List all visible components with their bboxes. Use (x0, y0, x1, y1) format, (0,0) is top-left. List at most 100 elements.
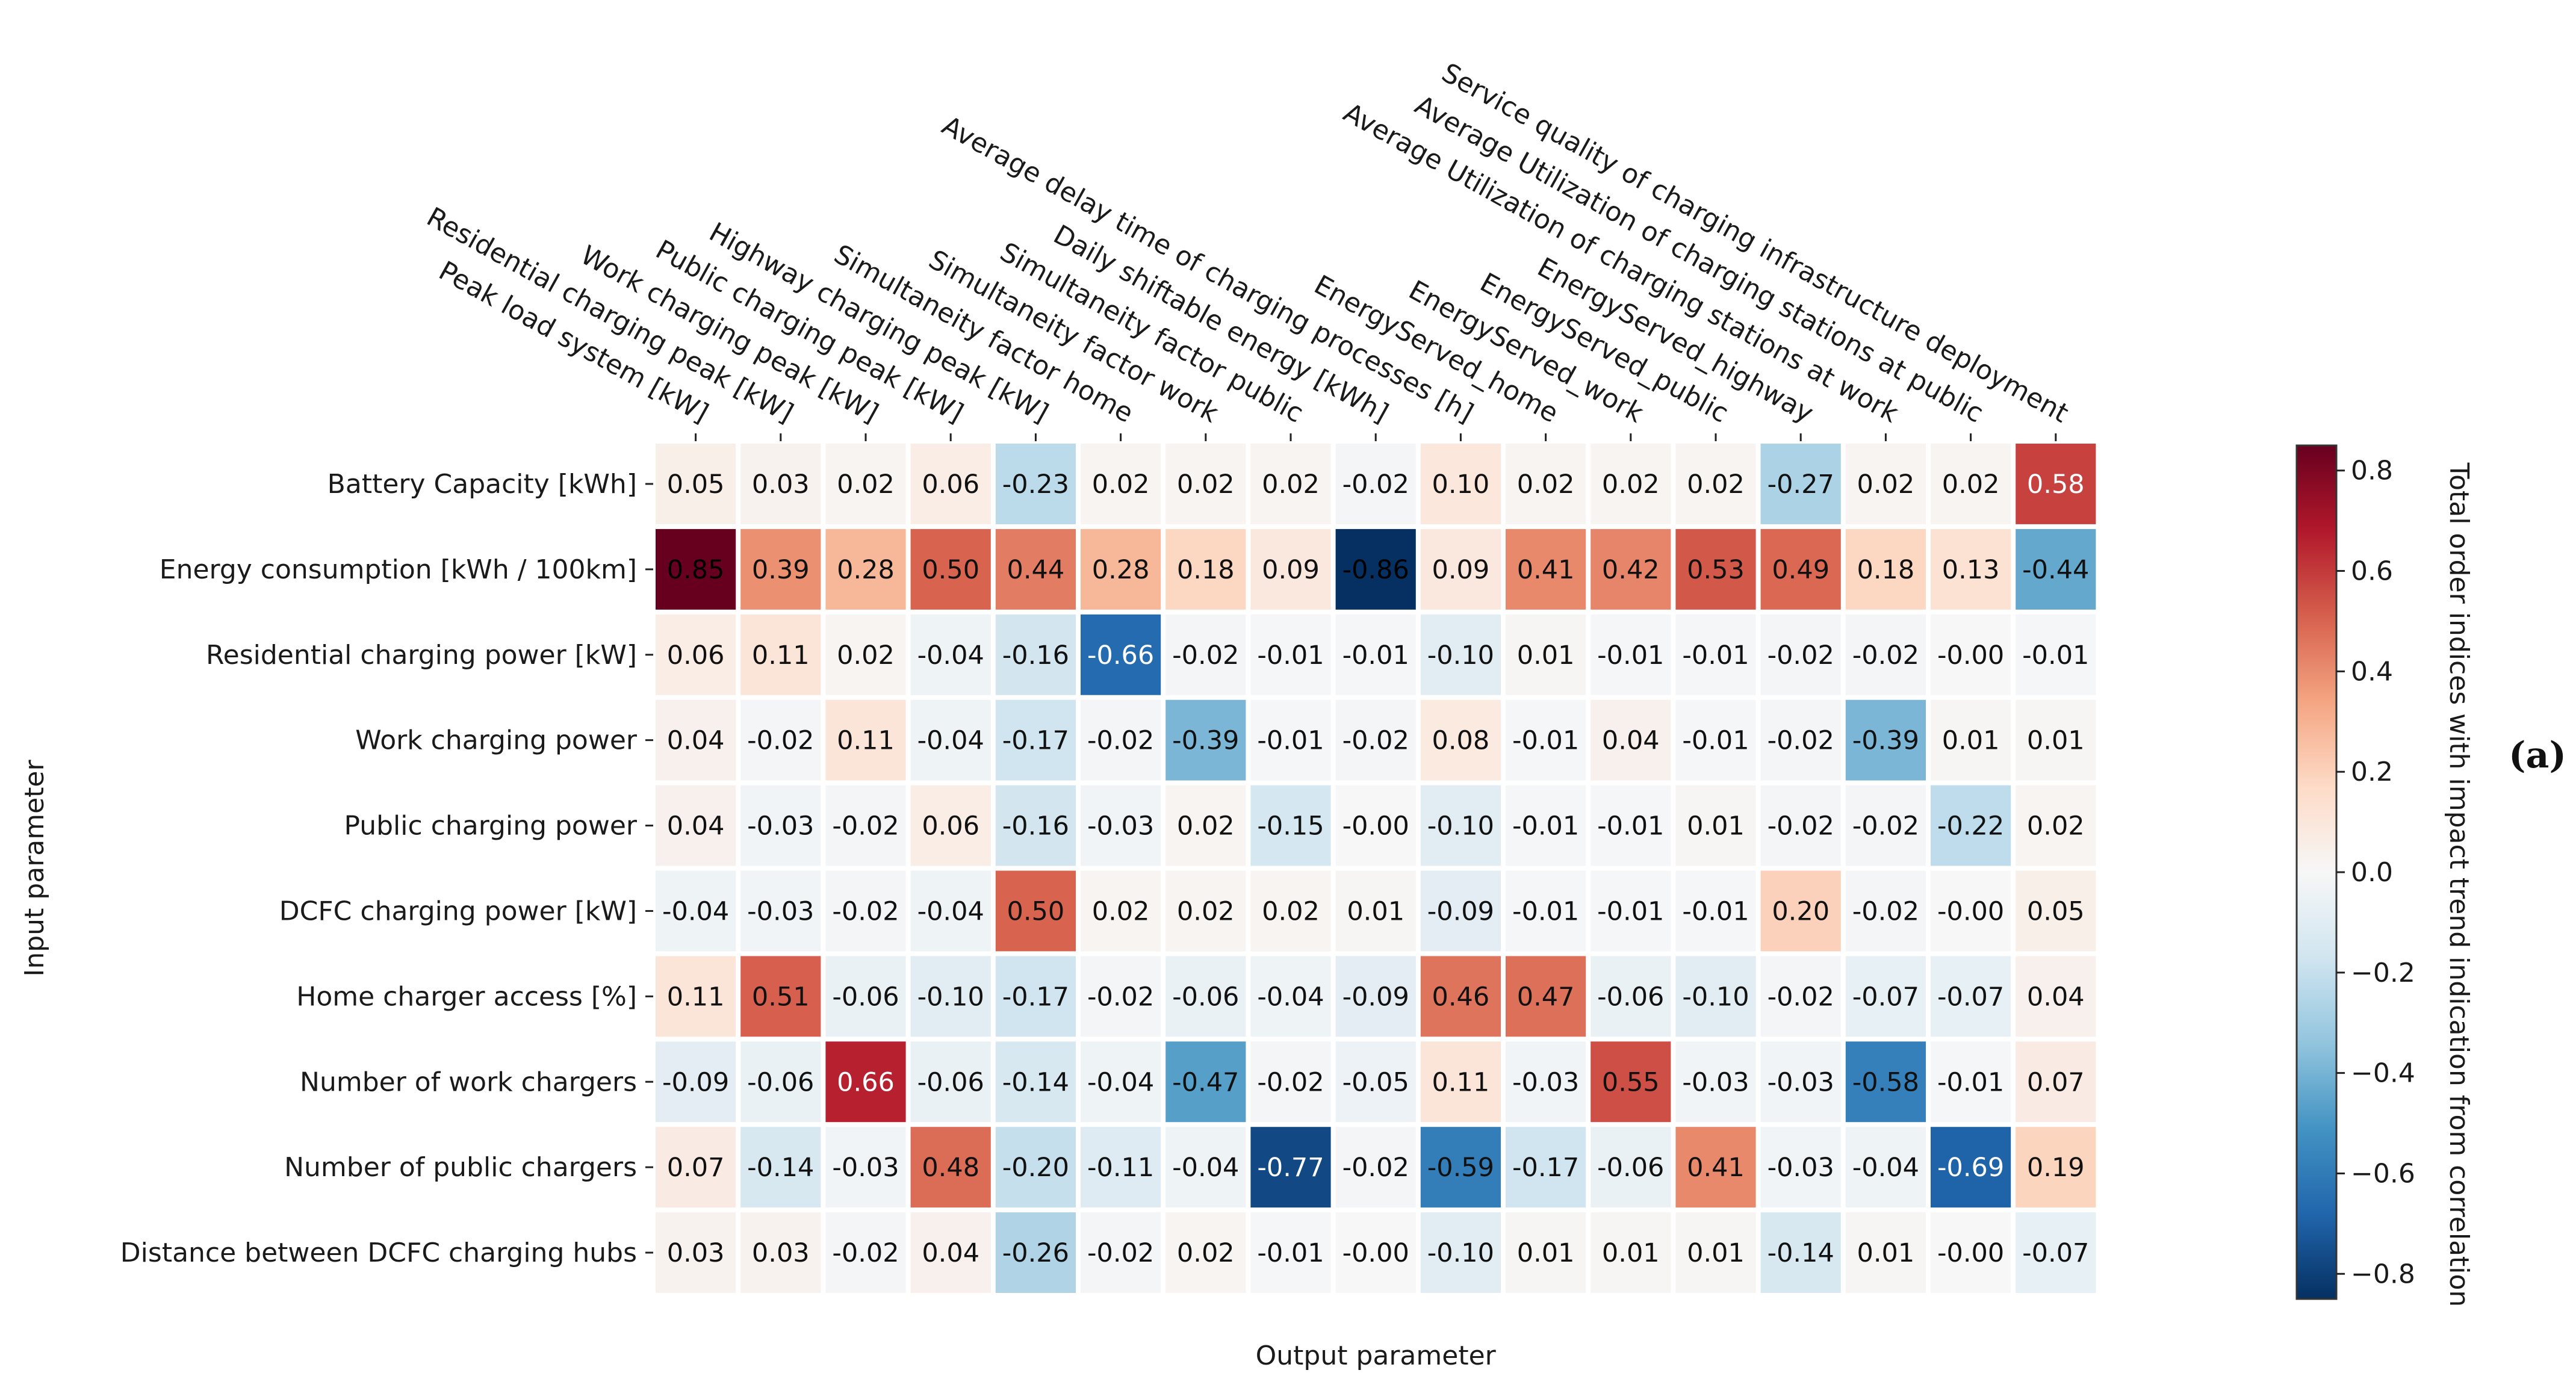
heatmap-cell (995, 444, 1076, 524)
colorbar-tick-label: 0.6 (2351, 556, 2393, 587)
cell-value-label: -0.16 (1002, 811, 1069, 841)
heatmap-cell (1845, 528, 1926, 610)
heatmap-cell (1931, 614, 2011, 695)
cell-value-label: -0.04 (1257, 982, 1324, 1012)
cell-value-label: -0.01 (1682, 726, 1749, 756)
cell-value-label: 0.01 (2027, 726, 2085, 756)
column-labels: Peak load system [kW]Residential chargin… (421, 57, 2073, 441)
cell-value-label: -0.03 (1512, 1067, 1579, 1097)
heatmap-cell (1165, 1212, 1246, 1293)
colorbar (2295, 444, 2338, 1300)
heatmap-cell (825, 785, 906, 866)
cell-value-label: 0.03 (667, 1238, 725, 1268)
cell-value-label: -0.14 (1768, 1238, 1834, 1268)
heatmap-cell (1591, 1212, 1671, 1293)
heatmap-cell (656, 870, 736, 952)
heatmap-cell (1675, 528, 1756, 610)
heatmap-cell (740, 699, 821, 781)
heatmap-cell (1081, 785, 1161, 866)
cell-value-label: -0.04 (1172, 1153, 1239, 1183)
heatmap-cell (1165, 1127, 1246, 1208)
heatmap-cell (740, 870, 821, 952)
heatmap-cell (1675, 870, 1756, 952)
heatmap-cell (656, 444, 736, 524)
heatmap-cell (995, 614, 1076, 695)
cell-value-label: 0.02 (1177, 469, 1235, 500)
cell-value-label: -0.66 (1087, 640, 1154, 671)
heatmap-cell (1506, 528, 1586, 610)
cell-value-label: 0.02 (837, 469, 895, 500)
heatmap-cell (995, 785, 1076, 866)
heatmap-cell (1845, 699, 1926, 781)
cell-value-label: -0.03 (1087, 811, 1154, 841)
cell-value-label: -0.06 (1597, 1153, 1664, 1183)
cell-value-label: -0.01 (1597, 640, 1664, 671)
cell-value-label: 0.11 (837, 726, 895, 756)
heatmap-cell (740, 444, 821, 524)
cell-value-label: -0.02 (832, 811, 899, 841)
heatmap-cell (995, 870, 1076, 952)
heatmap-cell (1420, 1041, 1501, 1123)
cell-value-label: -0.06 (1597, 982, 1664, 1012)
cell-value-label: 0.01 (1347, 897, 1404, 927)
cell-value-label: -0.02 (1342, 726, 1409, 756)
heatmap-cell (1250, 1127, 1331, 1208)
cell-value-label: 0.41 (1517, 555, 1575, 585)
heatmap-cell (1081, 870, 1161, 952)
heatmap-cell (656, 699, 736, 781)
cell-value-label: 0.07 (2027, 1067, 2085, 1097)
cell-value-label: 0.02 (1177, 1238, 1235, 1268)
cell-value-label: -0.23 (1002, 469, 1069, 500)
cell-value-label: 0.04 (1602, 726, 1660, 756)
heatmap-cell (1335, 1127, 1416, 1208)
heatmap-cell (1931, 1041, 2011, 1123)
heatmap-cell (1845, 785, 1926, 866)
heatmap-cell (1760, 444, 1841, 524)
row-label: DCFC charging power [kW] (279, 896, 637, 926)
cell-value-label: -0.44 (2022, 555, 2089, 585)
heatmap-cell (910, 785, 991, 866)
cell-value-label: -0.02 (1768, 726, 1834, 756)
heatmap-cell (1335, 614, 1416, 695)
cell-value-label: 0.04 (667, 726, 725, 756)
heatmap-cell (1591, 528, 1671, 610)
cell-value-label: -0.26 (1002, 1238, 1069, 1268)
heatmap-cell (1506, 956, 1586, 1037)
cell-value-label: -0.00 (1937, 640, 2004, 671)
heatmap-cell (1591, 870, 1671, 952)
heatmap-cell (1250, 528, 1331, 610)
cell-value-label: -0.00 (1342, 811, 1409, 841)
cell-value-label: 0.11 (1432, 1067, 1490, 1097)
heatmap-cell (740, 956, 821, 1037)
heatmap-cell (1420, 699, 1501, 781)
cell-value-label: -0.06 (1172, 982, 1239, 1012)
cell-value-label: -0.16 (1002, 640, 1069, 671)
cell-value-label: 0.01 (1517, 640, 1575, 671)
heatmap-cell (1335, 870, 1416, 952)
cell-value-label: 0.01 (1517, 1238, 1575, 1268)
cell-value-label: 0.05 (667, 469, 725, 500)
cell-value-label: -0.07 (2022, 1238, 2089, 1268)
heatmap-cell (740, 1127, 821, 1208)
row-label: Distance between DCFC charging hubs (120, 1238, 637, 1268)
heatmap-cell (1335, 1041, 1416, 1123)
heatmap-cell (1081, 1212, 1161, 1293)
cell-value-label: -0.14 (747, 1153, 814, 1183)
cell-value-label: -0.15 (1257, 811, 1324, 841)
row-label: Battery Capacity [kWh] (327, 469, 637, 500)
heatmap-cell (1335, 785, 1416, 866)
heatmap-cell (910, 1041, 991, 1123)
cell-value-label: 0.44 (1007, 555, 1065, 585)
heatmap-cell (1420, 785, 1501, 866)
cell-value-label: -0.01 (1682, 640, 1749, 671)
heatmap-cell (1081, 1127, 1161, 1208)
heatmap-cell (1250, 785, 1331, 866)
cell-value-label: -0.00 (1342, 1238, 1409, 1268)
cell-value-label: 0.09 (1262, 555, 1320, 585)
heatmap-cell (1335, 444, 1416, 524)
cell-value-label: -0.00 (1937, 1238, 2004, 1268)
heatmap-cell (1760, 699, 1841, 781)
cell-value-label: 0.02 (1177, 811, 1235, 841)
cell-value-label: 0.02 (1857, 469, 1915, 500)
heatmap-cell (825, 870, 906, 952)
